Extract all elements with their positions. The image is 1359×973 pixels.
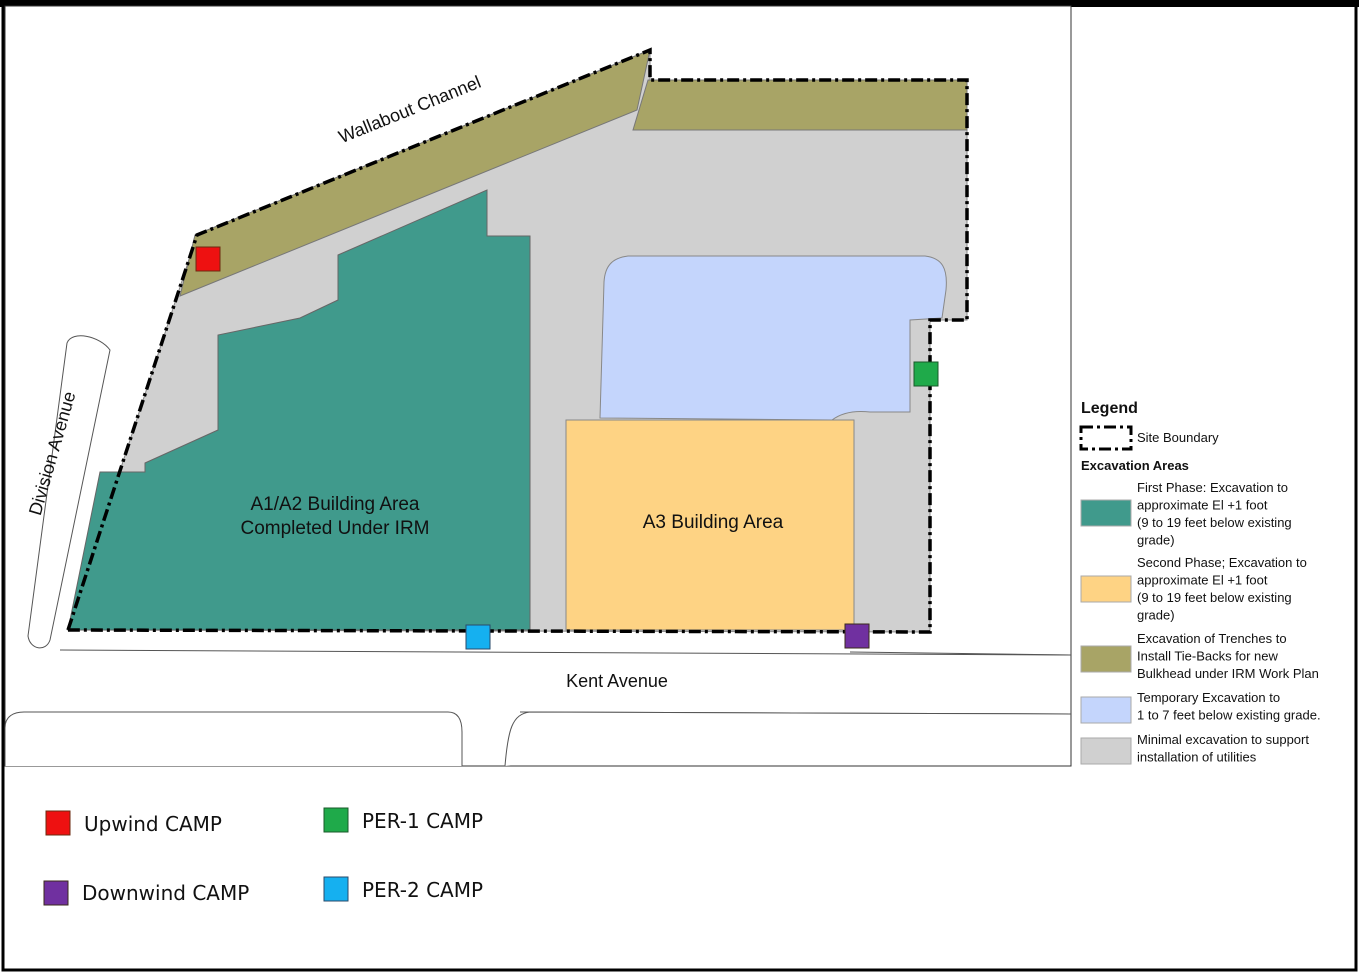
purple-square-icon — [43, 880, 69, 906]
camp-legend: Upwind CAMP Downwind CAMP PER-1 CAMP PER… — [43, 807, 483, 906]
division-avenue-street — [27, 335, 111, 649]
site-boundary-label: Site Boundary — [1137, 430, 1219, 445]
green-square-icon — [323, 807, 349, 833]
legend-swatch-5 — [1080, 737, 1132, 765]
legend-item-1-line-2: approximate El +1 foot — [1137, 498, 1268, 513]
downwind-camp-marker — [844, 623, 870, 649]
a3-building-area — [565, 419, 855, 631]
legend-item-3-line-1: Excavation of Trenches to — [1137, 631, 1287, 646]
a1a2-label-line2: Completed Under IRM — [240, 518, 429, 539]
kent-avenue-edge-top — [59, 649, 1072, 656]
legend-swatch-1 — [1080, 499, 1132, 527]
a1a2-building-area — [67, 189, 531, 631]
per2-camp-marker — [465, 624, 491, 650]
streets — [4, 335, 1072, 767]
excavation-areas-heading: Excavation Areas — [1081, 458, 1189, 473]
per1-camp-marker — [913, 361, 939, 387]
legend-item-2-line-2: approximate El +1 foot — [1137, 573, 1268, 588]
a3-label: A3 Building Area — [643, 512, 784, 533]
legend-item-4-line-1: Temporary Excavation to — [1137, 690, 1280, 705]
legend-item-1-line-3: (9 to 19 feet below existing — [1137, 515, 1292, 530]
legend-item-2-line-4: grade) — [1137, 608, 1175, 623]
legend-item-5-line-1: Minimal excavation to support — [1137, 732, 1309, 747]
legend-item-2-line-1: Second Phase; Excavation to — [1137, 555, 1307, 570]
site-boundary — [66, 47, 969, 634]
kent-avenue-edge-mid — [849, 651, 1072, 656]
legend-item-4-line-2: 1 to 7 feet below existing grade. — [1137, 708, 1321, 723]
block-left — [4, 711, 463, 766]
top-border — [0, 0, 1359, 7]
downwind-camp-label: Downwind CAMP — [82, 881, 249, 905]
legend-swatch-4 — [1080, 696, 1132, 724]
cyan-square-icon — [323, 876, 349, 902]
legend-swatch-3 — [1080, 645, 1132, 673]
legend-item-1-line-4: grade) — [1137, 533, 1175, 548]
site-boundary-swatch — [1079, 425, 1133, 451]
a1a2-label-line1: A1/A2 Building Area — [250, 494, 419, 515]
temporary-excavation-area — [599, 255, 947, 421]
legend-item-5-line-2: installation of utilities — [1137, 750, 1257, 765]
per1-camp-label: PER-1 CAMP — [362, 809, 483, 833]
block-right — [504, 711, 1072, 767]
per2-camp-label: PER-2 CAMP — [362, 878, 483, 902]
legend-title: Legend — [1081, 400, 1138, 417]
legend-item-1-line-1: First Phase: Excavation to — [1137, 480, 1288, 495]
legend-swatch-2 — [1080, 575, 1132, 603]
legend-item-3-line-2: Install Tie-Backs for new — [1137, 649, 1278, 664]
legend: Legend Site Boundary Excavation Areas Fi… — [1079, 400, 1321, 765]
red-square-icon — [45, 810, 71, 836]
upwind-camp-marker — [195, 246, 221, 272]
legend-item-3-line-3: Bulkhead under IRM Work Plan — [1137, 666, 1319, 681]
legend-item-2-line-3: (9 to 19 feet below existing — [1137, 590, 1292, 605]
kent-avenue-label: Kent Avenue — [566, 671, 668, 691]
upwind-camp-label: Upwind CAMP — [84, 812, 222, 836]
tie-back-trench-east — [632, 79, 968, 131]
legend-items: First Phase: Excavation to approximate El… — [1080, 480, 1321, 765]
